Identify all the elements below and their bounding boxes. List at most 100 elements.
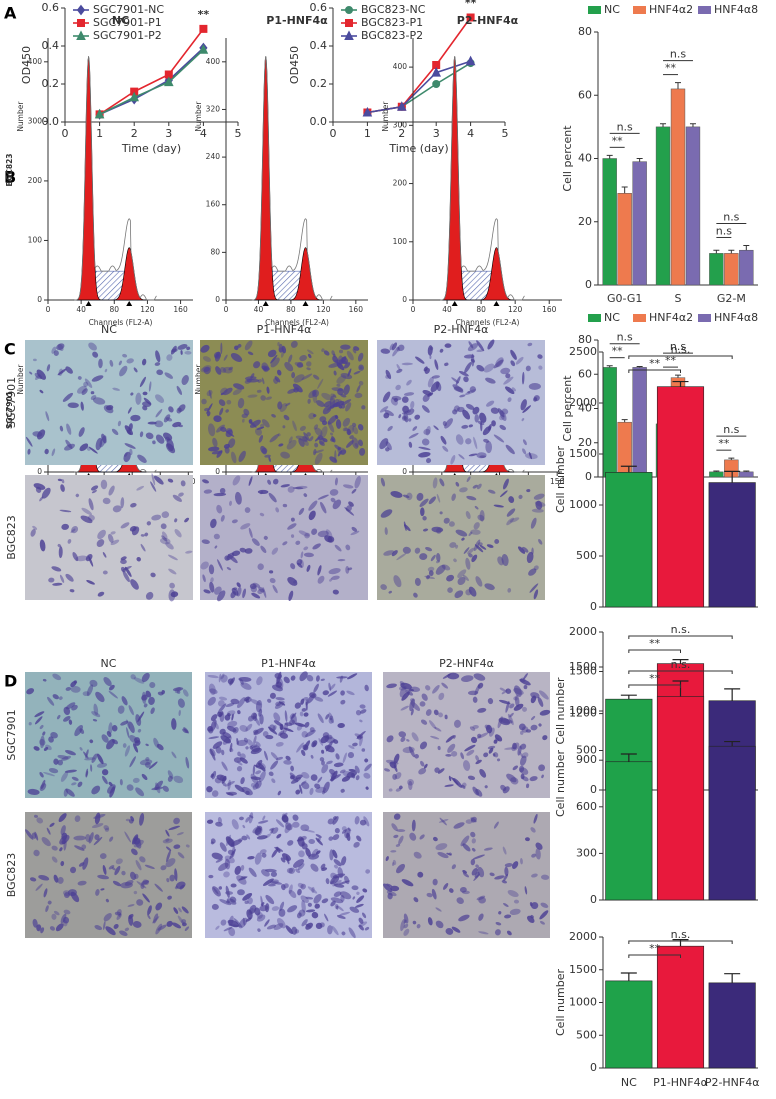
error-bar (636, 366, 643, 368)
y-tick-label: 300 (28, 116, 43, 125)
panel-label: B (4, 168, 16, 187)
cell (261, 419, 270, 428)
cell (393, 834, 399, 839)
cell (358, 921, 368, 928)
cell (317, 575, 325, 584)
cell (208, 683, 216, 696)
cell (513, 899, 520, 904)
cell (227, 553, 238, 564)
cell (127, 904, 135, 907)
cell (336, 383, 341, 387)
cell (97, 529, 106, 540)
cell (528, 568, 537, 576)
cell (419, 834, 425, 840)
x-tick-label: 0 (224, 305, 229, 314)
y-tick-label: 0 (585, 470, 592, 483)
cell (121, 870, 126, 876)
cell (407, 779, 414, 786)
cell (255, 428, 262, 436)
cell (433, 425, 439, 431)
cell (168, 554, 178, 561)
cell (420, 507, 425, 517)
cell (287, 576, 298, 586)
cell (134, 740, 141, 746)
cell (270, 871, 278, 877)
cell (71, 782, 77, 786)
cell (431, 526, 444, 533)
cell (463, 760, 471, 771)
cell (88, 342, 97, 351)
cell (140, 883, 145, 889)
cell (157, 924, 167, 931)
cell (353, 346, 360, 351)
cell (379, 406, 389, 413)
cell (533, 397, 538, 402)
cell (240, 875, 247, 879)
row-label: SGC7901 (5, 377, 18, 428)
cell (522, 439, 527, 446)
cell (344, 828, 351, 839)
cell (40, 779, 46, 790)
cell (59, 425, 64, 432)
cell (474, 505, 479, 510)
cell (314, 427, 323, 437)
cell (471, 838, 476, 844)
cell (347, 752, 355, 759)
cell (111, 428, 119, 436)
cell (136, 485, 145, 491)
cell (155, 434, 165, 444)
cell (473, 673, 486, 681)
cell (479, 412, 487, 423)
cell (169, 874, 176, 882)
cell (83, 381, 89, 387)
cell (493, 504, 504, 508)
cell (119, 930, 128, 936)
cell (51, 845, 58, 851)
cell (244, 507, 251, 513)
cell (425, 685, 431, 691)
significance-label: ** (649, 637, 661, 650)
cell (320, 426, 328, 439)
cell (252, 712, 258, 719)
cell (341, 399, 352, 406)
cell (110, 531, 116, 535)
cell (53, 910, 60, 916)
cell (297, 912, 302, 919)
cell (216, 504, 223, 514)
cell (112, 505, 122, 513)
cell (363, 816, 370, 827)
cell (155, 782, 161, 794)
cell (334, 827, 340, 834)
cell (287, 840, 294, 846)
cell (126, 358, 134, 364)
cell (291, 372, 296, 379)
cell (325, 714, 330, 720)
cell (421, 438, 430, 446)
cell (79, 728, 85, 734)
cell (220, 342, 223, 355)
cell (217, 700, 225, 707)
cell (220, 919, 227, 926)
cell (128, 721, 135, 734)
cell (432, 684, 440, 694)
cell (145, 757, 150, 762)
bar (656, 945, 705, 1069)
cell (484, 724, 491, 730)
cell (249, 815, 254, 819)
cell (525, 783, 530, 789)
significance-label: ** (649, 672, 661, 685)
y-axis-label: OD450 (20, 46, 33, 84)
cell (414, 414, 421, 420)
cell (526, 551, 534, 564)
y-tick-label: 300 (393, 120, 408, 129)
cell (67, 538, 72, 544)
y-tick-label: 0.2 (42, 77, 60, 90)
cell (338, 359, 343, 366)
cell (451, 864, 456, 870)
cell (106, 405, 114, 411)
cell (55, 923, 64, 932)
cell (148, 761, 158, 770)
x-axis-label: Channels (FL2-A) (456, 318, 520, 327)
cell (470, 817, 477, 823)
flow-outline (251, 56, 333, 301)
